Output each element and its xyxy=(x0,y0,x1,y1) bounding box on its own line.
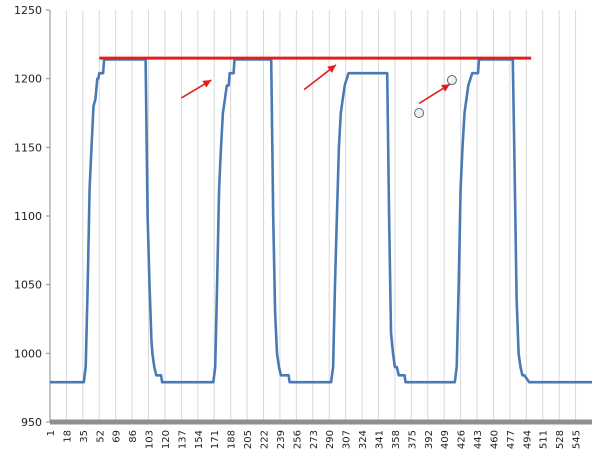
x-tick-label: 307 xyxy=(342,430,353,449)
arrow-head xyxy=(441,84,450,92)
x-axis: 1 18 35 52 69 86 103 120 137 154 171 188 205 222 239 25… xyxy=(46,419,592,449)
arrow-head xyxy=(327,64,336,73)
x-tick-label: 324 xyxy=(358,430,369,449)
x-tick-label: 375 xyxy=(407,430,418,449)
marker-point xyxy=(446,75,457,86)
x-tick-label: 120 xyxy=(161,430,172,449)
x-tick-label: 137 xyxy=(177,430,188,449)
y-tick-label: 950 xyxy=(21,416,42,429)
x-tick-label: 443 xyxy=(473,430,484,449)
series-line xyxy=(50,58,592,384)
x-tick-label: 1 xyxy=(46,430,57,436)
x-tick-label: 256 xyxy=(292,430,303,449)
x-tick-label: 528 xyxy=(555,430,566,449)
x-tick-label: 341 xyxy=(374,430,385,449)
x-tick-label: 188 xyxy=(227,430,238,449)
y-tick-label: 1200 xyxy=(14,73,42,86)
x-tick-label: 52 xyxy=(95,430,106,443)
x-tick-label: 477 xyxy=(506,430,517,449)
x-tick-label: 545 xyxy=(572,430,583,449)
x-tick-label: 426 xyxy=(457,430,468,449)
y-axis: 950 1000 1050 1100 1150 1200 1250 xyxy=(14,4,51,429)
x-tick-label: 494 xyxy=(522,430,533,449)
x-tick-label: 171 xyxy=(210,430,221,449)
x-tick-label: 35 xyxy=(79,430,90,443)
marker-point xyxy=(414,108,425,118)
x-tick-label: 205 xyxy=(243,430,254,449)
y-tick-label: 1250 xyxy=(14,4,42,17)
x-tick-label: 222 xyxy=(260,430,271,449)
y-tick-label: 1100 xyxy=(14,210,42,223)
x-tick-label: 511 xyxy=(539,430,550,449)
x-tick-label: 154 xyxy=(194,430,205,449)
grid xyxy=(49,10,577,422)
y-tick-label: 1150 xyxy=(14,141,42,154)
x-tick-label: 86 xyxy=(128,430,139,443)
y-tick-label: 1050 xyxy=(14,279,42,292)
x-tick-label: 239 xyxy=(276,430,287,449)
arrow-head xyxy=(202,80,212,88)
series xyxy=(50,58,592,384)
x-tick-label: 409 xyxy=(440,430,451,449)
x-tick-label: 273 xyxy=(309,430,320,449)
x-tick-label: 358 xyxy=(391,430,402,449)
y-tick-label: 1000 xyxy=(14,347,42,360)
x-tick-label: 69 xyxy=(112,430,123,443)
x-tick-label: 460 xyxy=(489,430,500,449)
x-tick-label: 392 xyxy=(424,430,435,449)
annotations xyxy=(99,56,532,118)
x-tick-label: 290 xyxy=(325,430,336,449)
x-tick-label: 18 xyxy=(62,430,73,443)
x-tick-label: 103 xyxy=(145,430,156,449)
